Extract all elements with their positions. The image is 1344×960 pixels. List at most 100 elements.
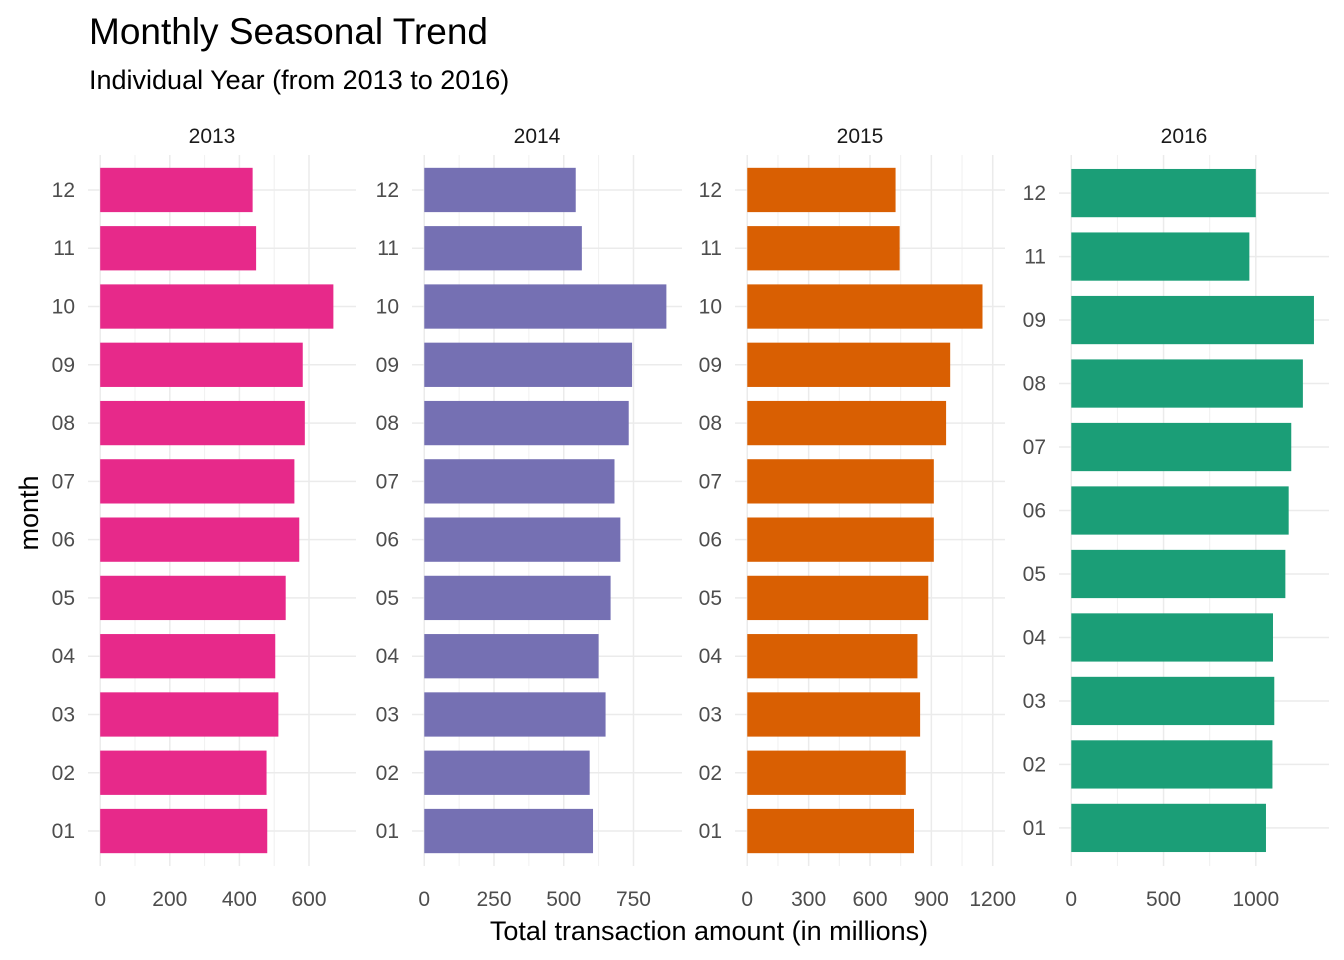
facet-label: 2014 <box>514 125 561 148</box>
facet-label: 2013 <box>189 125 236 148</box>
x-axis-title: Total transaction amount (in millions) <box>490 916 928 946</box>
bar-2013-08 <box>100 400 305 446</box>
y-tick-label: 04 <box>376 645 400 668</box>
y-tick-label: 01 <box>52 820 75 843</box>
bar-2014-03 <box>424 692 606 737</box>
y-tick-label: 03 <box>699 703 722 726</box>
chart-title: Monthly Seasonal Trend <box>89 11 489 52</box>
y-tick-label: 01 <box>1023 817 1046 840</box>
y-tick-label: 02 <box>699 762 722 785</box>
y-tick-label: 07 <box>699 470 722 493</box>
y-axis-title: month <box>14 475 44 550</box>
bar-2016-01 <box>1071 803 1266 853</box>
bar-2013-05 <box>100 575 286 621</box>
bar-2014-04 <box>424 634 599 679</box>
y-tick-label: 12 <box>699 179 722 202</box>
bar-2014-09 <box>424 342 633 387</box>
bar-2013-12 <box>100 167 253 213</box>
bar-2014-06 <box>424 517 621 562</box>
x-tick-label: 0 <box>1065 888 1077 911</box>
bar-2016-08 <box>1071 359 1303 408</box>
x-tick-label: 300 <box>791 888 826 911</box>
y-tick-label: 12 <box>376 179 399 202</box>
bar-2016-07 <box>1071 422 1292 472</box>
bar-2014-01 <box>424 808 594 854</box>
bar-2015-01 <box>747 808 914 854</box>
bar-2013-02 <box>100 750 267 795</box>
x-tick-label: 0 <box>94 888 106 911</box>
y-tick-label: 08 <box>376 412 399 435</box>
bar-2016-04 <box>1071 613 1273 662</box>
y-tick-label: 11 <box>1024 246 1046 269</box>
y-tick-label: 02 <box>376 762 399 785</box>
x-tick-label: 250 <box>476 888 511 911</box>
bar-2013-04 <box>100 634 276 679</box>
bar-2015-05 <box>747 575 929 621</box>
y-tick-label: 08 <box>52 412 75 435</box>
bar-2013-09 <box>100 342 303 387</box>
y-tick-label: 10 <box>376 296 399 319</box>
y-tick-label: 06 <box>1023 500 1046 523</box>
y-tick-label: 12 <box>52 179 75 202</box>
bar-2016-09 <box>1071 295 1314 345</box>
bar-2015-12 <box>747 167 896 213</box>
bar-2013-11 <box>100 226 257 271</box>
bar-2014-07 <box>424 459 615 504</box>
y-tick-label: 11 <box>53 237 75 260</box>
y-tick-label: 02 <box>1023 753 1046 776</box>
x-tick-label: 500 <box>546 888 581 911</box>
bar-2014-10 <box>424 284 667 329</box>
bar-2014-08 <box>424 400 629 446</box>
bar-2013-07 <box>100 459 295 504</box>
bar-2014-11 <box>424 226 582 271</box>
y-tick-label: 07 <box>1023 436 1046 459</box>
x-tick-label: 900 <box>914 888 949 911</box>
bar-2015-11 <box>747 226 900 271</box>
chart-subtitle: Individual Year (from 2013 to 2016) <box>89 65 510 95</box>
y-tick-label: 07 <box>376 470 399 493</box>
bar-2014-05 <box>424 575 611 621</box>
y-tick-label: 09 <box>699 354 722 377</box>
y-tick-label: 04 <box>699 645 723 668</box>
facet-label: 2016 <box>1161 125 1208 148</box>
y-tick-label: 01 <box>376 820 399 843</box>
y-tick-label: 05 <box>52 587 75 610</box>
bar-2015-03 <box>747 692 921 737</box>
bar-2013-01 <box>100 808 268 854</box>
y-tick-label: 03 <box>376 703 399 726</box>
y-tick-label: 02 <box>52 762 75 785</box>
x-tick-label: 500 <box>1146 888 1181 911</box>
y-tick-label: 05 <box>1023 563 1046 586</box>
bar-2015-09 <box>747 342 951 387</box>
bar-2015-04 <box>747 634 918 679</box>
x-tick-label: 200 <box>152 888 187 911</box>
bar-2016-05 <box>1071 549 1286 599</box>
bar-2016-12 <box>1071 168 1256 218</box>
y-tick-label: 03 <box>1023 690 1046 713</box>
y-tick-label: 11 <box>700 237 722 260</box>
bar-2015-08 <box>747 400 947 446</box>
facet-label: 2015 <box>837 125 884 148</box>
y-tick-label: 04 <box>52 645 76 668</box>
bar-2013-03 <box>100 692 279 737</box>
bar-2015-07 <box>747 459 934 504</box>
y-tick-label: 04 <box>1023 626 1047 649</box>
y-tick-label: 03 <box>52 703 75 726</box>
y-tick-label: 07 <box>52 470 75 493</box>
x-tick-label: 0 <box>741 888 753 911</box>
y-tick-label: 12 <box>1023 182 1046 205</box>
bar-2015-06 <box>747 517 934 562</box>
bar-2016-02 <box>1071 740 1273 789</box>
y-tick-label: 06 <box>699 529 722 552</box>
y-tick-label: 10 <box>52 296 75 319</box>
y-tick-label: 09 <box>1023 309 1046 332</box>
y-tick-label: 10 <box>699 296 722 319</box>
x-tick-label: 750 <box>616 888 651 911</box>
bar-2016-11 <box>1071 232 1250 281</box>
x-tick-label: 400 <box>222 888 257 911</box>
y-tick-label: 08 <box>1023 373 1046 396</box>
x-tick-label: 600 <box>852 888 887 911</box>
bar-2013-06 <box>100 517 300 562</box>
x-tick-label: 1200 <box>969 888 1016 911</box>
